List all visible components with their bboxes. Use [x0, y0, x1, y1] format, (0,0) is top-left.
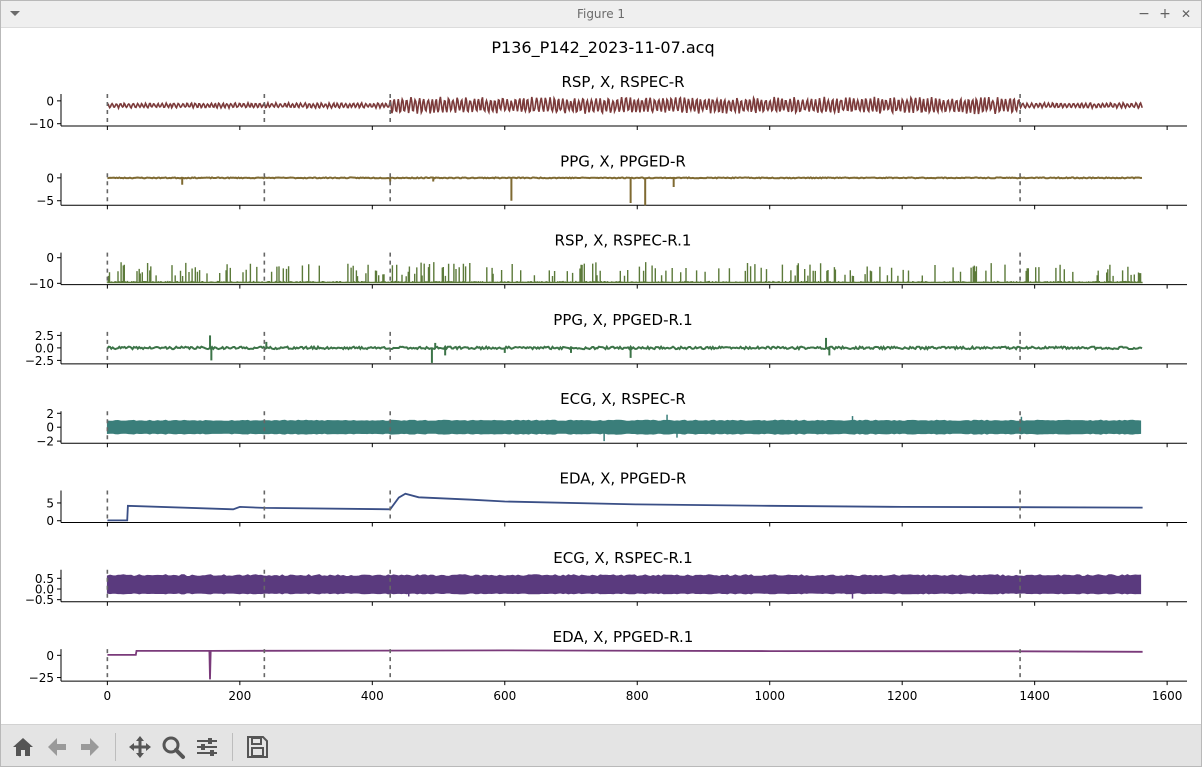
y-tick-label: 0.0 [35, 583, 54, 597]
save-floppy-icon[interactable] [243, 733, 271, 761]
subplot-title: EDA, X, PPGED-R.1 [553, 628, 694, 646]
y-tick-label: 0 [46, 649, 54, 663]
x-tick-label: 1600 [1152, 689, 1183, 703]
subplot-4: PPG, X, PPGED-R.1 2.50.0−2.5 [25, 311, 1187, 368]
y-tick-label: 0 [46, 421, 54, 435]
y-tick-label: 2.5 [35, 329, 54, 343]
toolbar-separator [232, 733, 233, 761]
pan-move-icon[interactable] [126, 733, 154, 761]
subplot-title: RSP, X, RSPEC-R [561, 73, 684, 91]
y-tick-label: 0 [46, 171, 54, 185]
x-tick-label: 400 [361, 689, 384, 703]
y-tick-label: 5 [46, 496, 54, 510]
signal-band [106, 574, 1142, 595]
y-tick-label: 0 [46, 94, 54, 108]
subplot-title: EDA, X, PPGED-R [560, 470, 687, 488]
y-tick-label: −0.5 [25, 593, 54, 607]
signal-line [106, 344, 1143, 351]
subplot-1: RSP, X, RSPEC-R 0 −10 [29, 73, 1187, 131]
subplot-title: PPG, X, PPGED-R [560, 152, 686, 170]
signal-line [107, 492, 1143, 522]
y-tick-label: −5 [36, 194, 54, 208]
toolbar-separator [115, 733, 116, 761]
x-tick-label: 200 [228, 689, 251, 703]
window-title: Figure 1 [576, 7, 626, 21]
y-tick-label: 2 [46, 407, 54, 421]
minimize-button[interactable]: − [1138, 6, 1150, 22]
y-tick-label: −10 [29, 117, 54, 131]
figure-title: P136_P142_2023-11-07.acq [491, 38, 714, 58]
x-tick-label: 1400 [1019, 689, 1050, 703]
subplot-5: ECG, X, RSPEC-R 20−2 [36, 390, 1187, 449]
subplot-2: PPG, X, PPGED-R 0 −5 [36, 152, 1187, 210]
forward-arrow-icon[interactable] [76, 733, 104, 761]
signal-line [107, 176, 1143, 180]
zoom-magnifier-icon[interactable] [159, 733, 187, 761]
y-tick-label: 0.5 [35, 572, 54, 586]
y-tick-label: −10 [29, 277, 54, 291]
window-menu-chevron-icon[interactable] [9, 8, 21, 20]
navigation-toolbar [1, 724, 1201, 766]
subplot-title: PPG, X, PPGED-R.1 [553, 311, 692, 329]
signal-band [106, 419, 1142, 435]
subplot-3: RSP, X, RSPEC-R.1 0 −10 [29, 232, 1187, 291]
subplot-8: EDA, X, PPGED-R.1 0 −25 0 200 400 600 800 1000 12… [29, 628, 1187, 703]
figure-canvas[interactable]: P136_P142_2023-11-07.acq RSP, X, RSPEC-R 0… [1, 28, 1201, 724]
y-tick-label: −2 [36, 435, 54, 449]
signal-line [106, 262, 1143, 283]
y-tick-label: 0 [46, 514, 54, 528]
y-tick-label: −25 [29, 671, 54, 685]
x-tick-label: 0 [104, 689, 112, 703]
home-icon[interactable] [9, 733, 37, 761]
y-tick-label: 0 [46, 251, 54, 265]
window-titlebar[interactable]: Figure 1 − + ✕ [1, 1, 1201, 28]
signal-line [107, 94, 1143, 116]
x-tick-label: 600 [493, 689, 516, 703]
subplot-title: ECG, X, RSPEC-R.1 [553, 549, 692, 567]
x-tick-label: 800 [626, 689, 649, 703]
close-button[interactable]: ✕ [1180, 7, 1192, 21]
signal-line [107, 649, 1143, 680]
x-tick-label: 1200 [887, 689, 918, 703]
x-tick-label: 1000 [754, 689, 785, 703]
configure-subplots-icon[interactable] [193, 733, 221, 761]
y-tick-label: −2.5 [25, 354, 54, 368]
back-arrow-icon[interactable] [43, 733, 71, 761]
subplot-7: ECG, X, RSPEC-R.1 0.50.0−0.5 [25, 549, 1187, 607]
subplot-6: EDA, X, PPGED-R 5 0 [46, 470, 1187, 528]
subplot-title: RSP, X, RSPEC-R.1 [555, 232, 692, 250]
y-tick-label: 0.0 [35, 341, 54, 355]
subplot-title: ECG, X, RSPEC-R [560, 390, 686, 408]
maximize-button[interactable]: + [1159, 6, 1171, 22]
chart-svg: P136_P142_2023-11-07.acq RSP, X, RSPEC-R 0… [25, 38, 1187, 703]
